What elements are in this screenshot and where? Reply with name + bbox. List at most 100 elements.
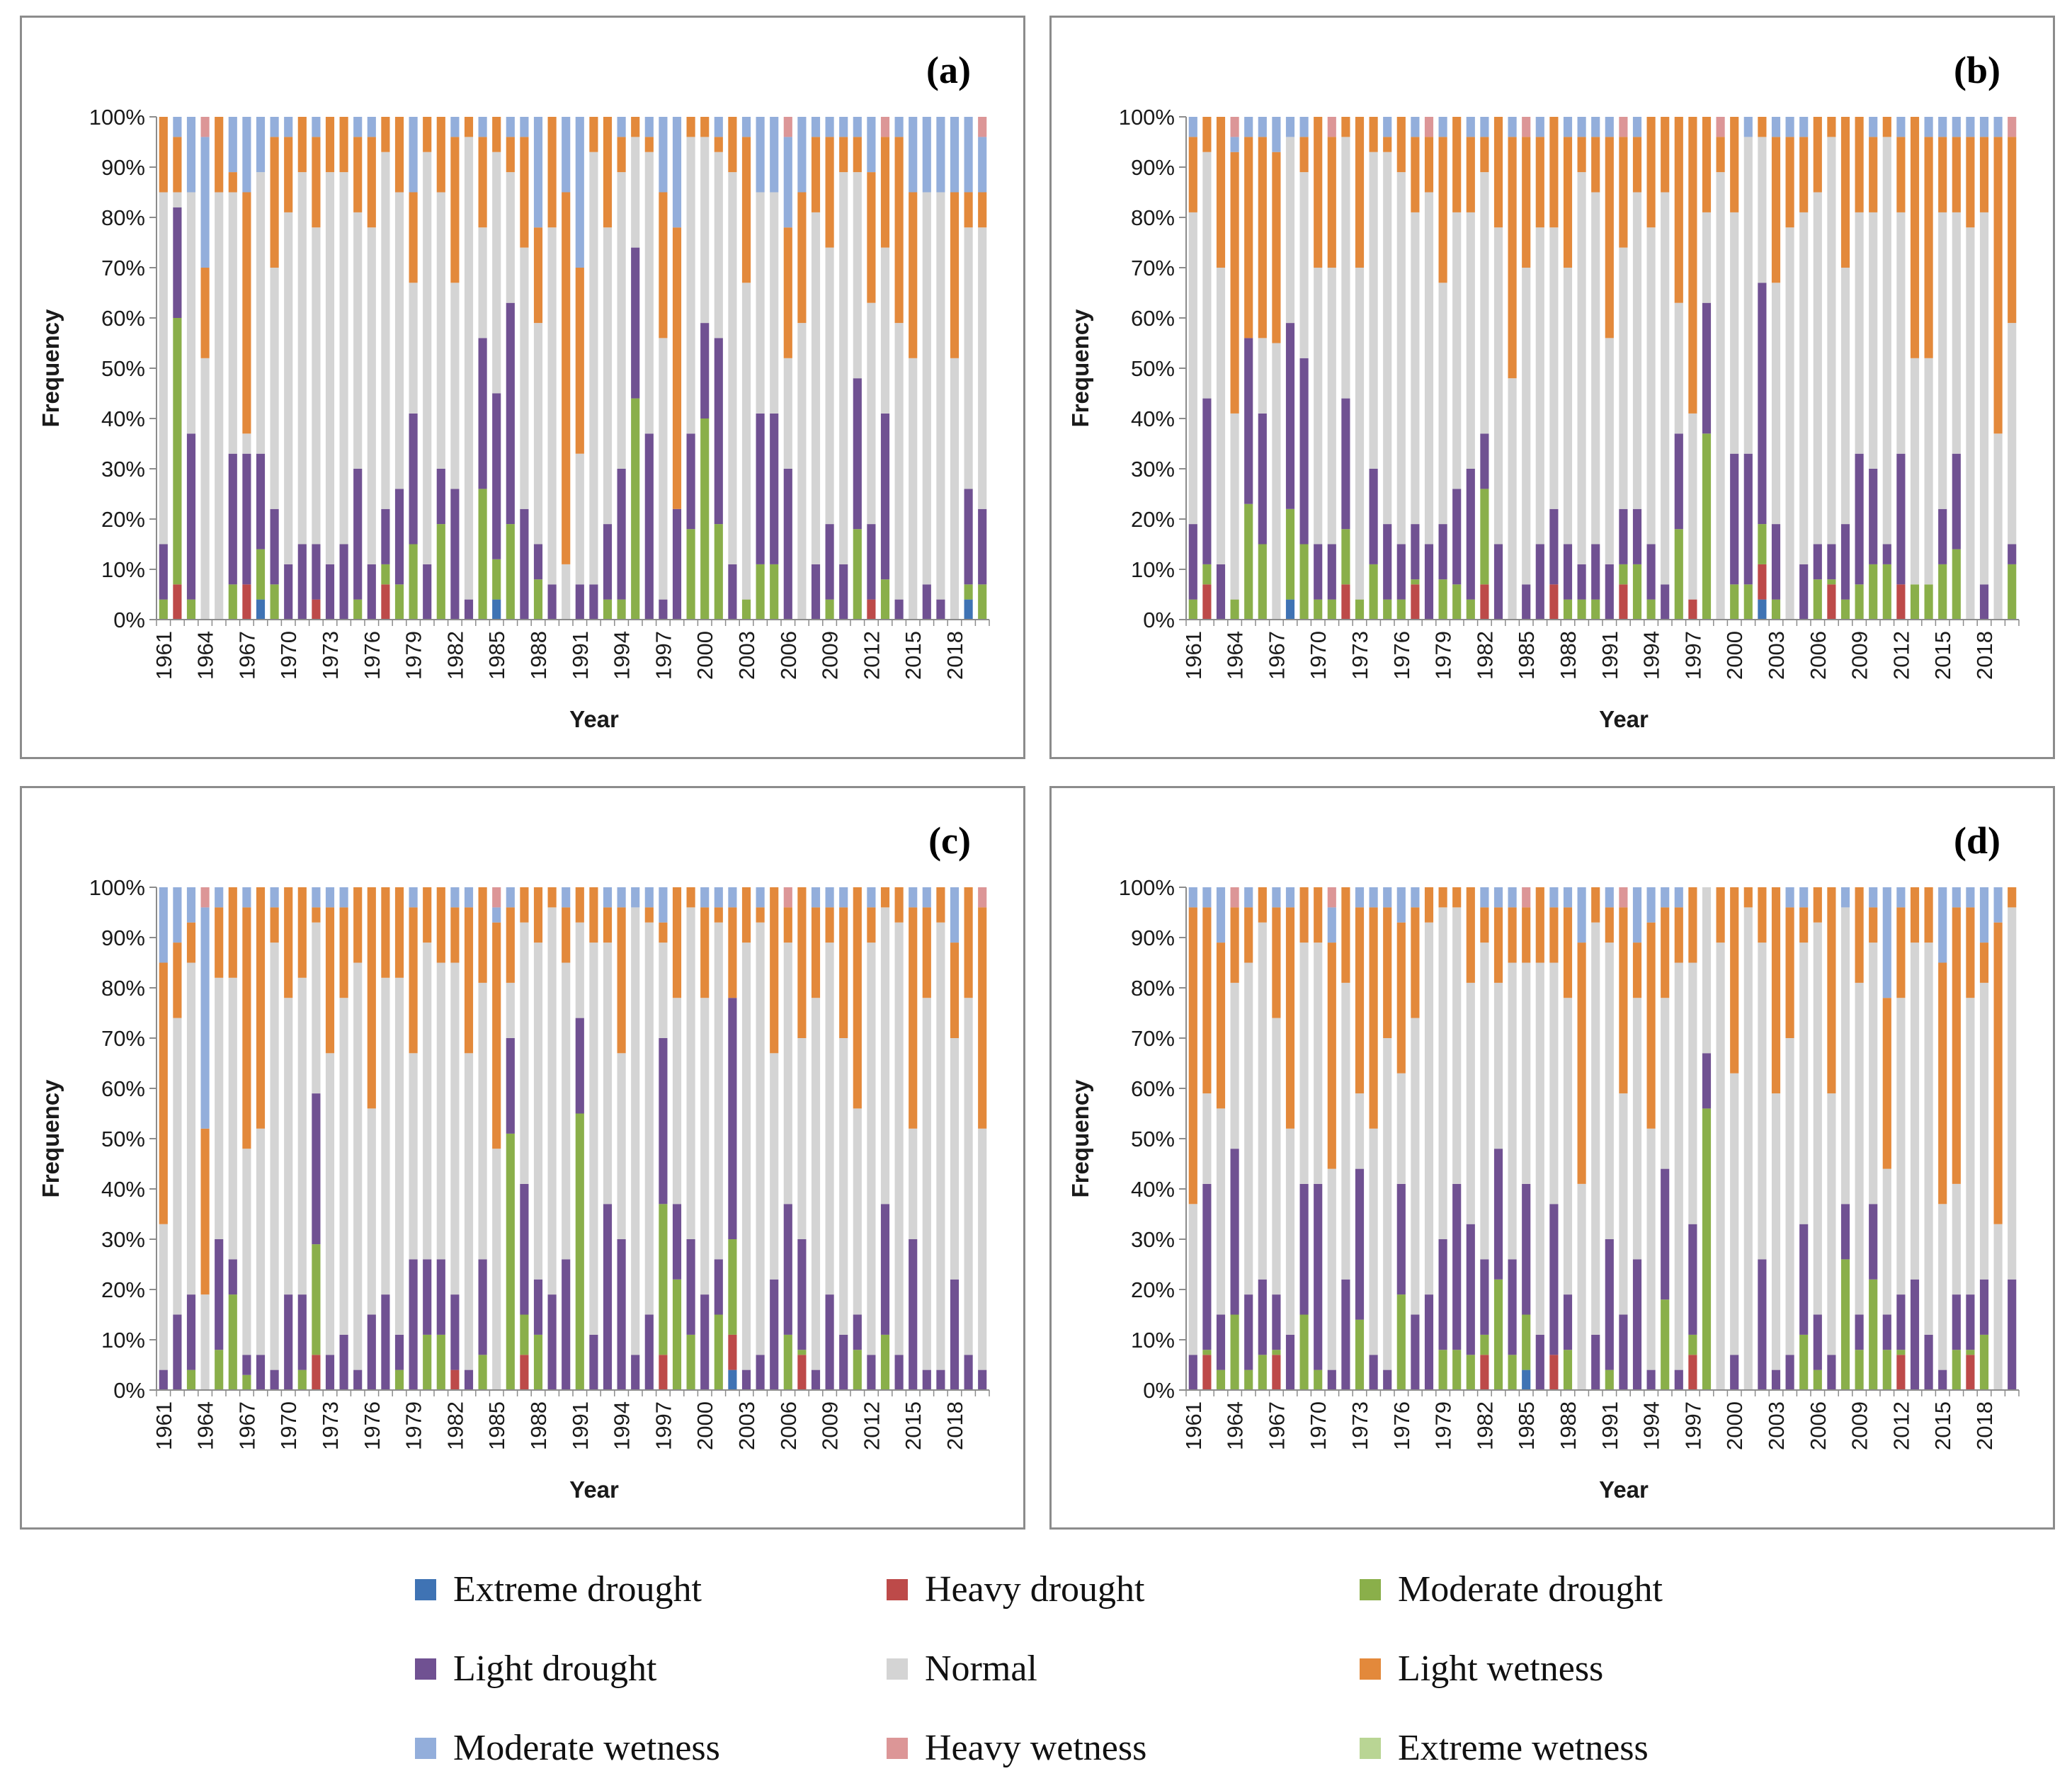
bar-b-1975-normal bbox=[1383, 152, 1392, 525]
bar-a-1988-light-drought bbox=[533, 544, 543, 580]
panel-label: (b) bbox=[1954, 49, 2000, 91]
bar-d-1984-normal bbox=[1508, 962, 1517, 1260]
bar-d-2002-light-drought bbox=[1758, 1259, 1767, 1390]
bar-a-1996-light-drought bbox=[644, 433, 654, 620]
bar-c-2007-moderate-drought bbox=[797, 1350, 807, 1355]
bar-d-1977-light-wetness bbox=[1411, 907, 1420, 1018]
bar-d-1992-light-wetness bbox=[1619, 907, 1628, 1094]
bar-a-2012-light-drought bbox=[867, 524, 876, 600]
bar-b-1992-moderate-drought bbox=[1619, 564, 1628, 585]
y-tick-label: 0% bbox=[1143, 608, 1175, 632]
bar-d-1994-light-wetness bbox=[1646, 922, 1656, 1129]
bar-a-1961-normal bbox=[159, 192, 168, 545]
bar-b-1979-normal bbox=[1438, 283, 1447, 525]
bar-d-1972-light-drought bbox=[1341, 1279, 1350, 1390]
bar-a-1973-light-wetness bbox=[325, 117, 335, 173]
bar-b-1982-moderate-drought bbox=[1480, 489, 1489, 585]
bar-a-1974-light-wetness bbox=[339, 117, 348, 173]
bar-c-1978-light-drought bbox=[394, 1334, 404, 1370]
bar-c-1969-moderate-wetness bbox=[270, 887, 279, 908]
bar-a-1981-light-drought bbox=[436, 469, 445, 525]
bar-c-1986-moderate-drought bbox=[506, 1133, 515, 1390]
bar-a-2008-normal bbox=[811, 212, 821, 564]
bar-d-1975-moderate-wetness bbox=[1383, 887, 1392, 908]
bar-b-1988-moderate-wetness bbox=[1563, 117, 1573, 137]
x-tick-label: 1967 bbox=[234, 631, 259, 680]
bar-a-1978-light-wetness bbox=[394, 117, 404, 193]
bar-b-1998-moderate-drought bbox=[1702, 433, 1712, 620]
bar-d-2020-normal bbox=[2008, 907, 2017, 1280]
bar-d-2018-light-wetness bbox=[1979, 943, 1989, 983]
stacked-bar-chart-c: 0% 10% 20% 30% 40% 50% 60% 70% 80% 90% 100% 1961 196… bbox=[38, 819, 990, 1503]
bar-b-2012-light-wetness bbox=[1896, 137, 1906, 212]
y-tick-label: 30% bbox=[1131, 1227, 1175, 1252]
y-tick-label: 100% bbox=[89, 105, 145, 130]
bar-a-1979-normal bbox=[409, 283, 418, 414]
bar-d-1988-moderate-wetness bbox=[1563, 887, 1573, 908]
bar-d-1976-light-wetness bbox=[1396, 922, 1406, 1074]
y-axis-title: Frequency bbox=[38, 1079, 64, 1198]
bar-c-1979-moderate-wetness bbox=[409, 887, 418, 908]
bar-d-1961-normal bbox=[1188, 1204, 1197, 1355]
bar-a-1992-light-drought bbox=[589, 584, 598, 620]
bar-a-2020-heavy-wetness bbox=[978, 117, 987, 137]
bar-b-1964-light-wetness bbox=[1230, 152, 1239, 414]
bar-a-2001-light-drought bbox=[714, 338, 723, 525]
bar-d-2005-moderate-wetness bbox=[1799, 887, 1809, 908]
bar-c-1961-light-wetness bbox=[159, 962, 168, 1224]
bar-d-2011-moderate-drought bbox=[1882, 1350, 1891, 1390]
bar-a-1966-light-wetness bbox=[228, 172, 237, 193]
bar-a-2019-moderate-wetness bbox=[964, 117, 973, 193]
y-tick-label: 30% bbox=[101, 457, 145, 482]
bar-a-1986-moderate-drought bbox=[506, 524, 515, 620]
bar-d-2004-moderate-wetness bbox=[1785, 887, 1794, 908]
bar-a-1968-moderate-drought bbox=[256, 549, 266, 600]
bar-d-1962-heavy-drought bbox=[1202, 1355, 1212, 1390]
x-tick-label: 2006 bbox=[776, 1401, 801, 1450]
bar-b-2020-light-drought bbox=[2008, 544, 2017, 564]
bar-c-1972-moderate-drought bbox=[312, 1244, 321, 1355]
bar-d-2014-light-drought bbox=[1924, 1334, 1933, 1390]
bar-d-1996-light-drought bbox=[1674, 1370, 1683, 1390]
bar-b-1984-normal bbox=[1508, 378, 1517, 620]
bar-b-2019-light-wetness bbox=[1993, 137, 2003, 434]
bar-d-1982-moderate-drought bbox=[1480, 1334, 1489, 1355]
bar-c-1962-light-wetness bbox=[173, 943, 182, 1018]
bar-c-1974-normal bbox=[339, 998, 348, 1335]
stacked-bar-chart-a: 0% 10% 20% 30% 40% 50% 60% 70% 80% 90% 100% 1961 196… bbox=[38, 49, 990, 732]
bar-a-1987-light-drought bbox=[520, 508, 529, 620]
bar-c-1998-light-drought bbox=[672, 1204, 682, 1280]
bar-d-1977-moderate-wetness bbox=[1411, 887, 1420, 908]
legend-item-extreme-wetness: Extreme wetness bbox=[1360, 1727, 1649, 1769]
bar-a-1991-moderate-wetness bbox=[575, 117, 584, 268]
bar-b-1984-moderate-wetness bbox=[1508, 117, 1517, 137]
x-tick-label: 2000 bbox=[1722, 1401, 1747, 1450]
bar-b-1969-moderate-drought bbox=[1299, 544, 1309, 620]
bar-c-1976-normal bbox=[367, 1108, 376, 1315]
bar-c-2018-moderate-wetness bbox=[950, 887, 960, 943]
bar-d-1963-normal bbox=[1216, 1108, 1226, 1315]
bar-b-1965-light-wetness bbox=[1244, 137, 1253, 338]
bar-a-1988-normal bbox=[533, 323, 543, 545]
bar-d-1978-normal bbox=[1424, 922, 1434, 1295]
bar-a-1976-light-wetness bbox=[367, 137, 376, 228]
bar-a-1975-moderate-wetness bbox=[353, 117, 363, 137]
bar-c-1972-moderate-wetness bbox=[312, 887, 321, 908]
bar-b-2004-moderate-wetness bbox=[1785, 117, 1794, 137]
bar-c-2003-normal bbox=[741, 943, 751, 1370]
bar-c-1991-light-wetness bbox=[575, 887, 584, 923]
x-tick-label: 2006 bbox=[1806, 1401, 1831, 1450]
bar-d-2005-moderate-drought bbox=[1799, 1334, 1809, 1390]
bar-d-1975-light-wetness bbox=[1383, 907, 1392, 1038]
bar-d-1990-light-drought bbox=[1591, 1334, 1600, 1390]
bar-a-1961-light-drought bbox=[159, 544, 168, 600]
legend-item-heavy-wetness: Heavy wetness bbox=[887, 1727, 1146, 1769]
bar-c-2020-heavy-wetness bbox=[978, 887, 987, 908]
bar-c-1964-normal bbox=[200, 1294, 210, 1390]
bar-b-2013-normal bbox=[1910, 358, 1920, 585]
bar-c-2006-light-wetness bbox=[783, 907, 792, 943]
bar-b-1963-light-wetness bbox=[1216, 117, 1226, 268]
bar-c-2013-light-wetness bbox=[880, 887, 890, 908]
x-tick-label: 1988 bbox=[526, 631, 551, 680]
bar-c-1961-normal bbox=[159, 1224, 168, 1370]
